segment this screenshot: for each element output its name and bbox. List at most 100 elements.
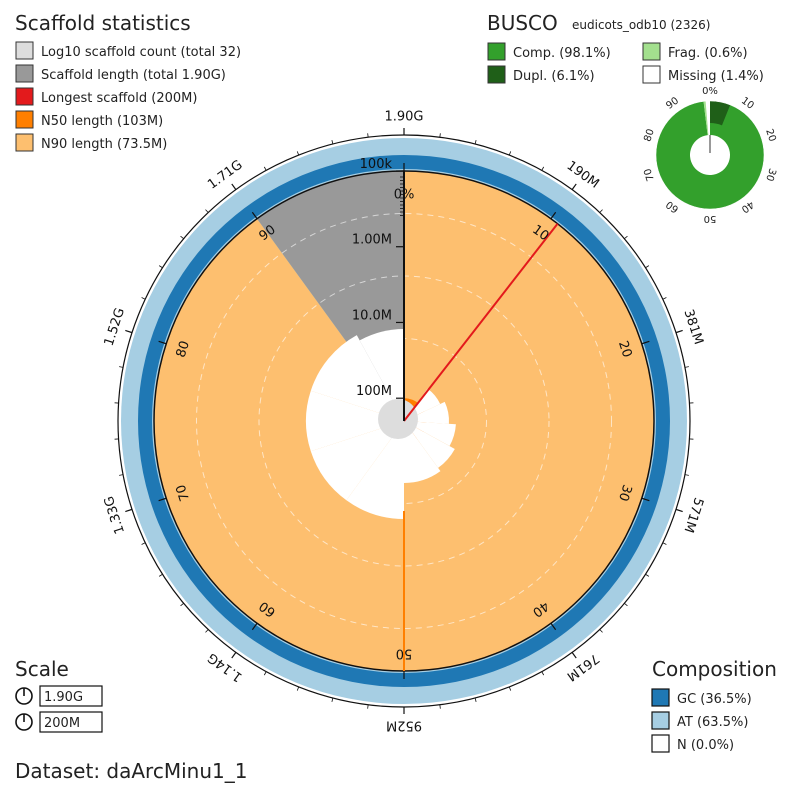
busco-complete xyxy=(656,101,764,209)
minor-tick xyxy=(119,474,124,476)
composition-swatch xyxy=(651,734,670,753)
busco-legend-label: Missing (1.4%) xyxy=(668,69,764,84)
stats-title: Scaffold statistics xyxy=(15,11,191,35)
composition-legend: GC (36.5%) AT (63.5%) N (0.0%) xyxy=(651,688,752,753)
minor-tick xyxy=(662,297,667,300)
busco-duplicated xyxy=(710,101,731,126)
busco-tick-label: 20 xyxy=(763,128,777,144)
legend-swatch xyxy=(15,110,34,129)
percent-tick xyxy=(251,211,258,220)
scale-box xyxy=(39,711,103,733)
minor-tick xyxy=(599,209,603,213)
scaffold-count-area xyxy=(378,399,418,439)
scale-title: Scale xyxy=(15,657,69,681)
length-tick-label: 1.90G xyxy=(384,110,423,125)
scale-value: 1.90G xyxy=(44,690,83,705)
length-tick xyxy=(125,508,133,513)
length-tick xyxy=(675,508,683,513)
legend-swatch xyxy=(15,64,34,83)
hole-segment xyxy=(404,421,441,483)
percent-tick-label: 50 xyxy=(396,646,413,661)
percent-tick-label: 30 xyxy=(615,483,634,503)
percent-tick-label: 70 xyxy=(174,483,193,503)
busco-legend-swatch xyxy=(642,42,661,61)
minor-tick xyxy=(158,265,163,269)
minor-tick xyxy=(624,602,628,607)
percent-tick xyxy=(251,622,258,631)
busco-fragmented xyxy=(703,101,709,136)
minor-tick xyxy=(508,686,512,691)
composition-label: GC (36.5%) xyxy=(677,692,752,707)
radial-tick-label: 10.0M xyxy=(352,308,392,323)
radial-tick-label: 100M xyxy=(356,384,392,399)
busco-ring: 0% 10 20 30 40 50 60 70 80 90 xyxy=(642,86,777,224)
minor-tick xyxy=(439,704,441,709)
composition-label: N (0.0%) xyxy=(677,738,734,753)
percent-tick xyxy=(550,211,557,220)
hole-segment xyxy=(346,421,404,519)
minor-tick xyxy=(684,474,689,476)
minor-tick xyxy=(439,133,441,138)
minor-tick xyxy=(662,542,667,545)
stats-legend: Log10 scaffold count (total 32) Scaffold … xyxy=(15,41,241,152)
length-tick-label: 190M xyxy=(564,158,602,191)
busco-tick-label: 30 xyxy=(763,167,777,183)
legend-swatch xyxy=(15,133,34,152)
legend-label: N50 length (103M) xyxy=(41,114,163,129)
minor-tick xyxy=(367,704,369,709)
legend-label: Longest scaffold (200M) xyxy=(41,91,197,106)
length-tick xyxy=(125,329,133,334)
scale-legend: 1.90G 200M xyxy=(15,685,103,733)
busco-tick-label: 90 xyxy=(664,95,681,111)
length-tick-label: 1.33G xyxy=(102,494,128,536)
legend-label: Log10 scaffold count (total 32) xyxy=(41,45,241,60)
minor-tick xyxy=(263,671,267,676)
length-tick-label: 952M xyxy=(386,718,422,733)
minor-tick xyxy=(205,629,209,633)
percent-tick-label: 80 xyxy=(174,339,193,359)
longest-line xyxy=(403,223,559,422)
composition-title: Composition xyxy=(652,657,777,681)
busco-dataset: eudicots_odb10 (2326) xyxy=(572,18,710,32)
minor-tick xyxy=(684,366,689,368)
busco-tick-label: 60 xyxy=(664,198,681,214)
busco-tick-label: 80 xyxy=(642,128,656,144)
busco-legend-swatch xyxy=(487,42,506,61)
composition-label: AT (63.5%) xyxy=(677,715,748,730)
length-tick xyxy=(571,183,577,190)
busco-tick-label: 10 xyxy=(739,95,756,111)
length-tick xyxy=(571,652,577,659)
minor-tick xyxy=(508,151,512,156)
minor-tick xyxy=(599,629,603,633)
minor-tick xyxy=(119,366,124,368)
minor-tick xyxy=(645,573,650,577)
busco-legend-swatch xyxy=(642,65,661,84)
minor-tick xyxy=(645,265,650,269)
snail-main: 0%1020304050607080901.90G190M381M571M761… xyxy=(102,110,706,733)
percent-tick xyxy=(158,497,167,502)
busco-legend-label: Dupl. (6.1%) xyxy=(513,69,595,84)
busco-tick-label: 40 xyxy=(739,198,756,214)
minor-tick xyxy=(263,166,267,171)
minor-tick xyxy=(541,671,545,676)
legend-label: Scaffold length (total 1.90G) xyxy=(41,68,226,83)
minor-tick xyxy=(367,133,369,138)
minor-tick xyxy=(158,573,163,577)
busco-tick-label: 50 xyxy=(704,213,717,224)
hole-segment xyxy=(306,390,404,452)
minor-tick xyxy=(296,686,300,691)
minor-tick xyxy=(205,209,209,213)
minor-tick xyxy=(331,697,334,702)
percent-tick xyxy=(641,340,650,345)
length-tick-label: 1.52G xyxy=(102,306,128,348)
minor-tick xyxy=(624,235,628,240)
minor-tick xyxy=(296,151,300,156)
minor-tick xyxy=(331,140,334,145)
hole-segment xyxy=(359,329,404,421)
radial-tick-label: 1.00M xyxy=(352,233,392,248)
composition-swatch xyxy=(651,711,670,730)
busco-title: BUSCO xyxy=(487,11,558,35)
busco-border xyxy=(655,100,765,210)
length-tick-label: 381M xyxy=(680,308,705,347)
